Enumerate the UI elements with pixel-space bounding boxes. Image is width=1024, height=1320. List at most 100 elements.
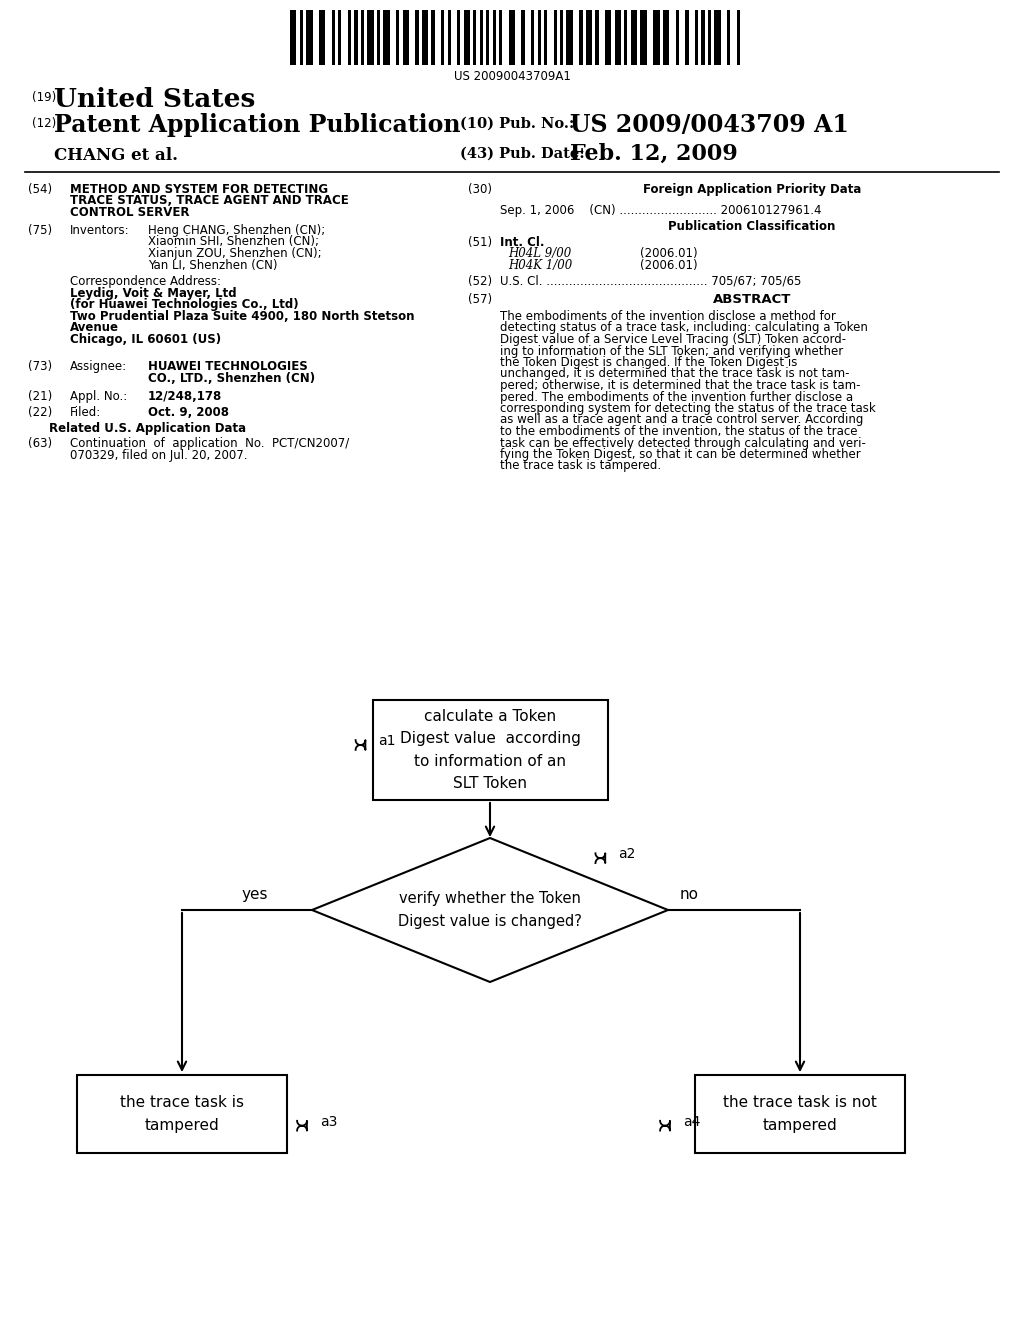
Text: yes: yes	[242, 887, 268, 902]
Text: task can be effectively detected through calculating and veri-: task can be effectively detected through…	[500, 437, 866, 450]
Bar	[727, 11, 730, 65]
Bar	[473, 11, 476, 65]
Text: (22): (22)	[28, 407, 52, 418]
Bar	[531, 11, 535, 65]
Bar	[447, 11, 451, 65]
Text: HUAWEI TECHNOLOGIES: HUAWEI TECHNOLOGIES	[148, 360, 308, 374]
Text: United States: United States	[54, 87, 255, 112]
Text: Digest value of a Service Level Tracing (SLT) Token accord-: Digest value of a Service Level Tracing …	[500, 333, 846, 346]
Bar	[625, 11, 628, 65]
Text: Avenue: Avenue	[70, 321, 119, 334]
Text: to the embodiments of the invention, the status of the trace: to the embodiments of the invention, the…	[500, 425, 857, 438]
Text: (51): (51)	[468, 236, 493, 249]
Text: (2006.01): (2006.01)	[640, 259, 697, 272]
Text: H04L 9/00: H04L 9/00	[508, 248, 571, 260]
Bar	[521, 11, 524, 65]
Text: detecting status of a trace task, including: calculating a Token: detecting status of a trace task, includ…	[500, 322, 868, 334]
Bar	[509, 11, 515, 65]
Text: the Token Digest is changed. If the Token Digest is: the Token Digest is changed. If the Toke…	[500, 356, 798, 370]
Bar	[318, 11, 326, 65]
Bar	[464, 11, 470, 65]
Text: Related U.S. Application Data: Related U.S. Application Data	[49, 422, 247, 436]
Text: Sep. 1, 2006    (CN) .......................... 200610127961.4: Sep. 1, 2006 (CN) ......................…	[500, 203, 821, 216]
Text: (73): (73)	[28, 360, 52, 374]
Bar	[383, 11, 390, 65]
Bar	[499, 11, 502, 65]
Bar	[441, 11, 444, 65]
Bar	[338, 11, 341, 65]
Text: 070329, filed on Jul. 20, 2007.: 070329, filed on Jul. 20, 2007.	[70, 449, 248, 462]
Bar	[479, 11, 483, 65]
Text: (63): (63)	[28, 437, 52, 450]
Bar	[653, 11, 659, 65]
Text: pered. The embodiments of the invention further disclose a: pered. The embodiments of the invention …	[500, 391, 853, 404]
Bar	[614, 11, 622, 65]
Text: verify whether the Token
Digest value is changed?: verify whether the Token Digest value is…	[398, 891, 582, 928]
Polygon shape	[312, 838, 668, 982]
Bar	[586, 11, 592, 65]
Text: (12): (12)	[32, 117, 56, 129]
Text: as well as a trace agent and a trace control server. According: as well as a trace agent and a trace con…	[500, 413, 863, 426]
Text: the trace task is tampered.: the trace task is tampered.	[500, 459, 662, 473]
Text: Xiaomin SHI, Shenzhen (CN);: Xiaomin SHI, Shenzhen (CN);	[148, 235, 319, 248]
Text: Correspondence Address:: Correspondence Address:	[70, 275, 221, 288]
Bar	[560, 11, 563, 65]
Text: pered; otherwise, it is determined that the trace task is tam-: pered; otherwise, it is determined that …	[500, 379, 860, 392]
Text: (75): (75)	[28, 224, 52, 238]
Bar	[595, 11, 599, 65]
Text: US 2009/0043709 A1: US 2009/0043709 A1	[570, 114, 849, 137]
Text: 12/248,178: 12/248,178	[148, 389, 222, 403]
Bar	[685, 11, 688, 65]
Text: CO., LTD., Shenzhen (CN): CO., LTD., Shenzhen (CN)	[148, 371, 315, 384]
Bar	[715, 11, 721, 65]
Bar	[416, 11, 419, 65]
Bar	[402, 11, 409, 65]
Bar	[360, 11, 364, 65]
Bar	[695, 1074, 905, 1152]
Bar	[373, 700, 607, 800]
Bar	[354, 11, 357, 65]
Bar	[708, 11, 711, 65]
Text: Oct. 9, 2008: Oct. 9, 2008	[148, 407, 229, 418]
Text: US 20090043709A1: US 20090043709A1	[454, 70, 570, 83]
Bar	[290, 11, 296, 65]
Bar	[368, 11, 374, 65]
Text: a4: a4	[683, 1114, 700, 1129]
Text: Foreign Application Priority Data: Foreign Application Priority Data	[643, 183, 861, 195]
Text: Patent Application Publication: Patent Application Publication	[54, 114, 461, 137]
Bar	[396, 11, 399, 65]
Bar	[566, 11, 572, 65]
Text: (21): (21)	[28, 389, 52, 403]
Bar	[493, 11, 496, 65]
Text: (10) Pub. No.:: (10) Pub. No.:	[460, 117, 574, 131]
Text: Inventors:: Inventors:	[70, 224, 130, 238]
Bar	[422, 11, 428, 65]
Bar	[377, 11, 380, 65]
Bar	[737, 11, 740, 65]
Text: Leydig, Voit & Mayer, Ltd: Leydig, Voit & Mayer, Ltd	[70, 286, 237, 300]
Text: Xianjun ZOU, Shenzhen (CN);: Xianjun ZOU, Shenzhen (CN);	[148, 247, 322, 260]
Text: (for Huawei Technologies Co., Ltd): (for Huawei Technologies Co., Ltd)	[70, 298, 299, 312]
Bar	[544, 11, 547, 65]
Text: Filed:: Filed:	[70, 407, 101, 418]
Text: Appl. No.:: Appl. No.:	[70, 389, 127, 403]
Text: Int. Cl.: Int. Cl.	[500, 236, 545, 249]
Text: Yan LI, Shenzhen (CN): Yan LI, Shenzhen (CN)	[148, 259, 278, 272]
Text: H04K 1/00: H04K 1/00	[508, 259, 572, 272]
Bar	[640, 11, 647, 65]
Text: Heng CHANG, Shenzhen (CN);: Heng CHANG, Shenzhen (CN);	[148, 224, 326, 238]
Bar	[605, 11, 611, 65]
Text: unchanged, it is determined that the trace task is not tam-: unchanged, it is determined that the tra…	[500, 367, 850, 380]
Bar	[486, 11, 489, 65]
Text: (43) Pub. Date:: (43) Pub. Date:	[460, 147, 585, 161]
Text: TRACE STATUS, TRACE AGENT AND TRACE: TRACE STATUS, TRACE AGENT AND TRACE	[70, 194, 349, 207]
Text: fying the Token Digest, so that it can be determined whether: fying the Token Digest, so that it can b…	[500, 447, 861, 461]
Text: The embodiments of the invention disclose a method for: The embodiments of the invention disclos…	[500, 310, 836, 323]
Text: (2006.01): (2006.01)	[640, 248, 697, 260]
Text: (19): (19)	[32, 91, 56, 104]
Text: Feb. 12, 2009: Feb. 12, 2009	[570, 143, 737, 165]
Text: Assignee:: Assignee:	[70, 360, 127, 374]
Text: calculate a Token
Digest value  according
to information of an
SLT Token: calculate a Token Digest value according…	[399, 709, 581, 791]
Text: ABSTRACT: ABSTRACT	[713, 293, 792, 306]
Bar	[554, 11, 557, 65]
